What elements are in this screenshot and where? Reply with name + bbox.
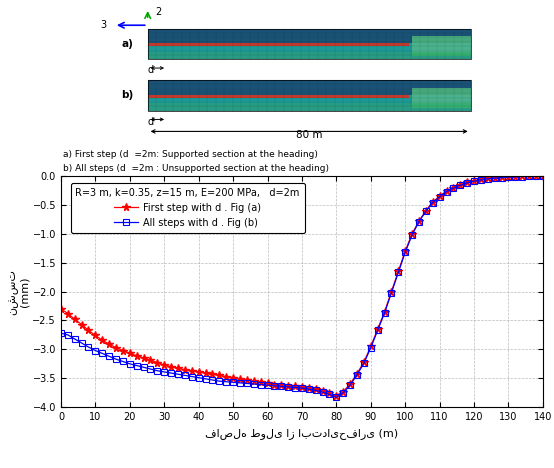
All steps with d . Fig (b) bbox=[429, 200, 436, 205]
Text: d: d bbox=[148, 65, 154, 75]
First step with d . Fig (a) bbox=[71, 316, 78, 322]
First step with d . Fig (a) bbox=[58, 306, 64, 312]
Text: b) All steps (d  =2m : Unsupported section at the heading): b) All steps (d =2m : Unsupported sectio… bbox=[63, 164, 329, 173]
First step with d . Fig (a) bbox=[292, 384, 299, 389]
Bar bbox=[148, 44, 409, 46]
Text: a): a) bbox=[121, 39, 133, 49]
Line: First step with d . Fig (a): First step with d . Fig (a) bbox=[57, 172, 547, 399]
Bar bbox=[148, 95, 409, 98]
Bar bbox=[148, 80, 471, 95]
First step with d . Fig (a) bbox=[333, 393, 340, 398]
Bar bbox=[148, 52, 471, 59]
Bar bbox=[148, 44, 413, 52]
X-axis label: فاصله طولی از ابتدایحفاری (m): فاصله طولی از ابتدایحفاری (m) bbox=[206, 428, 398, 439]
Bar bbox=[148, 80, 471, 111]
All steps with d . Fig (b) bbox=[333, 395, 340, 400]
All steps with d . Fig (b) bbox=[353, 372, 360, 378]
Bar bbox=[148, 95, 413, 103]
Bar bbox=[148, 80, 471, 111]
First step with d . Fig (a) bbox=[353, 371, 360, 376]
Bar bbox=[148, 103, 471, 111]
All steps with d . Fig (b) bbox=[58, 330, 64, 336]
First step with d . Fig (a) bbox=[519, 174, 526, 179]
Y-axis label: نشست
(mm): نشست (mm) bbox=[8, 269, 30, 314]
Bar bbox=[148, 29, 471, 44]
Text: 80 m: 80 m bbox=[296, 130, 322, 140]
Text: b): b) bbox=[121, 90, 133, 101]
First step with d . Fig (a) bbox=[540, 173, 546, 179]
Line: All steps with d . Fig (b): All steps with d . Fig (b) bbox=[58, 173, 546, 400]
Text: a) First step (d  =2m: Supported section at the heading): a) First step (d =2m: Supported section … bbox=[63, 150, 318, 159]
Bar bbox=[413, 37, 471, 57]
All steps with d . Fig (b) bbox=[196, 375, 202, 380]
First step with d . Fig (a) bbox=[429, 199, 436, 205]
Bar bbox=[148, 29, 471, 59]
All steps with d . Fig (b) bbox=[540, 173, 546, 179]
All steps with d . Fig (b) bbox=[292, 385, 299, 390]
Text: 2: 2 bbox=[155, 7, 161, 16]
Legend: First step with d . Fig (a), All steps with d . Fig (b): First step with d . Fig (a), All steps w… bbox=[70, 183, 305, 233]
Bar bbox=[413, 88, 471, 108]
Text: 3: 3 bbox=[101, 20, 107, 30]
Text: d: d bbox=[148, 117, 154, 126]
All steps with d . Fig (b) bbox=[71, 336, 78, 342]
First step with d . Fig (a) bbox=[196, 369, 202, 375]
Bar bbox=[148, 29, 471, 59]
All steps with d . Fig (b) bbox=[519, 174, 526, 179]
